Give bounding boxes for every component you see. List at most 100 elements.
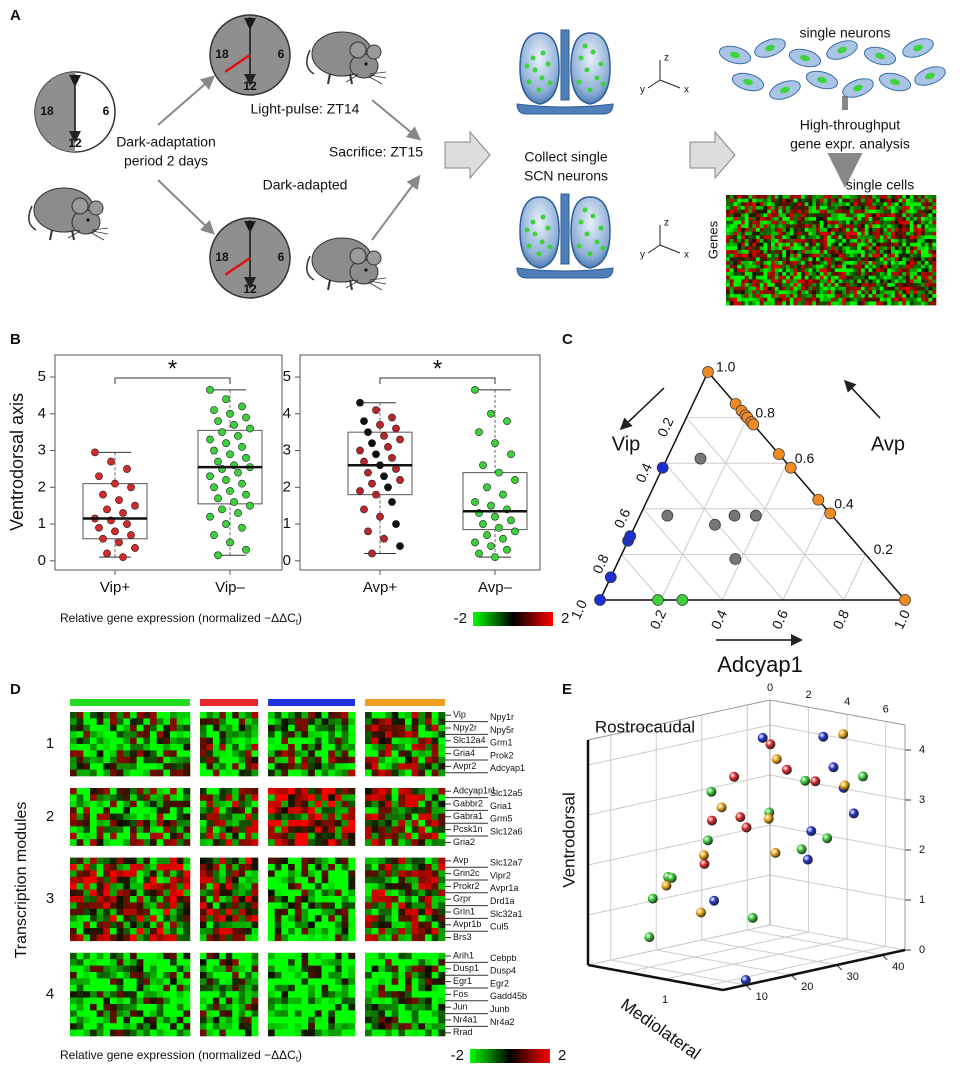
heatmap-cell	[808, 286, 813, 291]
heatmap-cell	[737, 257, 742, 262]
data-point	[242, 490, 250, 499]
heatmap-cell	[744, 202, 749, 207]
heatmap-cell	[924, 195, 929, 199]
heatmap-cell	[232, 800, 239, 808]
heatmap-cell	[786, 268, 791, 273]
heatmap-cell	[170, 997, 177, 1005]
heatmap-cell	[771, 231, 776, 236]
heatmap-cell	[238, 794, 246, 802]
heatmap-cell	[425, 896, 432, 903]
heatmap-cell	[763, 217, 768, 221]
heatmap-cell	[902, 235, 907, 240]
heatmap-cell	[176, 864, 184, 871]
heatmap-cell	[733, 220, 738, 225]
heatmap-cell	[834, 209, 839, 214]
heatmap-cell	[793, 195, 798, 199]
heatmap-cell	[763, 246, 768, 251]
heatmap-cell	[200, 864, 207, 871]
heatmap-cell	[378, 826, 386, 834]
neuron	[878, 72, 912, 92]
heatmap-cell	[294, 807, 302, 814]
heatmap-cell	[752, 195, 757, 199]
heatmap-cell	[212, 902, 220, 910]
heatmap-cell	[110, 1004, 117, 1011]
heatmap-cell	[902, 257, 907, 262]
heatmap-cell	[156, 813, 164, 821]
heatmap-cell	[917, 261, 922, 266]
heatmap-cell	[726, 242, 731, 247]
heatmap-cell	[928, 257, 933, 262]
heatmap-cell	[156, 902, 164, 910]
heatmap-cell	[853, 250, 858, 255]
heatmap-cell	[391, 744, 399, 751]
heatmap-cell	[883, 217, 888, 221]
heatmap-cell	[130, 984, 137, 992]
heatmap-cell	[103, 908, 111, 916]
heatmap-cell	[90, 1023, 97, 1030]
heatmap-cell	[308, 769, 316, 777]
heatmap-cell	[797, 264, 802, 269]
heatmap-cell	[898, 297, 903, 302]
axis-glyph	[647, 244, 661, 254]
heatmap-cell	[268, 1010, 275, 1018]
heatmap-cell	[314, 712, 322, 719]
heatmap-cell	[308, 972, 316, 979]
heatmap-cell	[83, 984, 91, 992]
module-label: 3	[46, 890, 54, 907]
heatmap-cell	[744, 198, 749, 203]
neuron-nucleus	[765, 44, 775, 52]
text: period 2 days	[124, 153, 208, 169]
heatmap-cell	[827, 286, 832, 291]
heatmap-cell	[76, 952, 84, 960]
heatmap-cell	[76, 769, 84, 777]
heatmap-cell	[183, 763, 191, 770]
heatmap-cell	[288, 724, 296, 732]
heatmap-cell	[838, 242, 843, 247]
grid-line	[665, 938, 848, 980]
tick-label: 0.6	[611, 506, 634, 531]
heatmap-cell	[744, 283, 749, 288]
heatmap-cell	[729, 198, 734, 203]
gene-label: Grpr	[453, 894, 471, 904]
heatmap-cell	[371, 896, 379, 903]
heatmap-cell	[183, 744, 191, 751]
heatmap-cell	[176, 826, 184, 834]
heatmap-cell	[894, 272, 899, 277]
heatmap-cell	[183, 908, 191, 916]
heatmap-cell	[83, 724, 91, 732]
heatmap-cell	[902, 294, 907, 299]
heatmap-cell	[733, 195, 738, 199]
axis-label: Vip	[612, 433, 641, 455]
heatmap-cell	[274, 737, 282, 745]
heatmap-cell	[752, 202, 757, 207]
gene-label: Vip	[453, 710, 466, 720]
heatmap-cell	[334, 800, 342, 808]
heatmap-cell	[136, 712, 144, 719]
heatmap-cell	[321, 839, 329, 846]
heatmap-cell	[771, 290, 776, 295]
heatmap-cell	[808, 217, 813, 221]
heatmap-cell	[921, 294, 926, 299]
heatmap-cell	[804, 228, 809, 232]
heatmap-cell	[748, 209, 753, 214]
heatmap-cell	[812, 301, 817, 306]
heatmap-cell	[321, 712, 329, 719]
heatmap-cell	[385, 902, 392, 910]
heatmap-cell	[76, 744, 84, 751]
heatmap-cell	[425, 959, 432, 966]
heatmap-cell	[834, 246, 839, 251]
heatmap-cell	[431, 883, 439, 890]
heatmap-cell	[789, 264, 794, 269]
heatmap-cell	[846, 253, 851, 258]
heatmap-cell	[378, 889, 386, 897]
heatmap-cell	[917, 206, 922, 210]
heatmap-cell	[894, 261, 899, 266]
heatmap-cell	[819, 242, 824, 247]
heatmap-cell	[268, 915, 275, 922]
heatmap-cell	[801, 202, 806, 207]
heatmap-cell	[827, 209, 832, 214]
heatmap-cell	[225, 794, 233, 802]
heatmap-cell	[371, 744, 379, 751]
heatmap-cell	[838, 246, 843, 251]
heatmap-cell	[308, 896, 316, 903]
